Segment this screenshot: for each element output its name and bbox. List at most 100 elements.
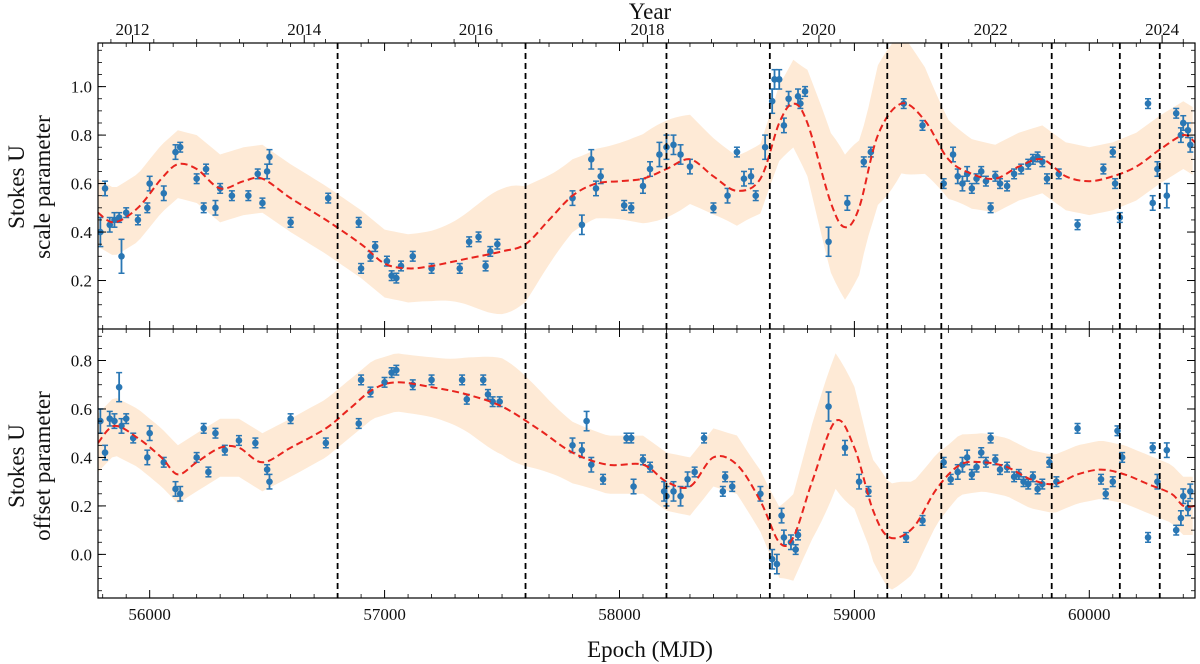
data-point xyxy=(202,165,210,173)
data-point xyxy=(101,185,109,192)
data-point xyxy=(489,398,496,406)
data-point xyxy=(101,449,109,456)
data-point xyxy=(860,158,868,166)
y-tick-label: 0.8 xyxy=(71,126,92,145)
y-tick-label: 0.6 xyxy=(71,175,92,194)
data-point xyxy=(357,376,365,384)
data-point xyxy=(324,194,332,202)
data-point xyxy=(583,417,590,425)
x-tick-label: 56000 xyxy=(128,605,171,624)
data-point xyxy=(193,175,200,183)
data-point xyxy=(287,415,294,422)
data-point xyxy=(205,468,212,476)
data-point xyxy=(1184,126,1192,134)
data-point xyxy=(670,488,677,495)
bottom-panel-ylabel-line1: Stokes U xyxy=(4,424,29,508)
data-point xyxy=(482,262,489,270)
data-point xyxy=(1097,475,1105,483)
data-point xyxy=(212,429,219,437)
data-point xyxy=(639,456,647,464)
data-point xyxy=(118,252,125,260)
year-tick-label: 2012 xyxy=(116,20,150,39)
data-point xyxy=(792,546,799,553)
data-point xyxy=(1163,192,1171,199)
data-point xyxy=(578,446,586,454)
x-axis-title: Epoch (MJD) xyxy=(587,637,713,662)
data-point xyxy=(684,475,691,483)
data-point xyxy=(627,434,635,442)
data-point xyxy=(1163,446,1171,454)
data-point xyxy=(919,122,926,129)
data-point xyxy=(825,238,832,246)
data-point xyxy=(1010,170,1018,178)
data-point xyxy=(780,122,788,129)
data-point xyxy=(146,180,153,187)
data-point xyxy=(111,417,118,425)
data-point xyxy=(592,185,600,192)
data-point xyxy=(212,204,219,212)
data-point xyxy=(1114,427,1121,435)
data-point xyxy=(1144,534,1152,541)
data-point xyxy=(496,398,503,406)
data-point xyxy=(728,483,736,490)
data-point xyxy=(1024,480,1032,488)
data-point xyxy=(599,475,607,483)
uncertainty-band xyxy=(98,353,1193,590)
data-point xyxy=(1034,485,1041,493)
data-point xyxy=(785,95,792,103)
model-curve xyxy=(98,102,1195,270)
data-point xyxy=(855,478,863,485)
data-point xyxy=(963,454,971,461)
data-point xyxy=(977,168,985,175)
data-point xyxy=(176,143,184,151)
data-point xyxy=(252,439,259,447)
data-point xyxy=(996,180,1004,187)
data-point xyxy=(768,97,776,105)
year-tick-label: 2016 xyxy=(459,20,493,39)
data-point xyxy=(954,468,962,476)
data-point xyxy=(1187,141,1194,149)
data-point xyxy=(987,434,994,442)
data-point xyxy=(259,199,266,207)
data-point xyxy=(1177,514,1185,522)
data-point xyxy=(193,454,200,461)
data-point xyxy=(144,454,151,461)
panel-0-plot-area xyxy=(98,43,1195,315)
data-point xyxy=(263,168,271,175)
data-point xyxy=(733,148,741,156)
y-tick-label: 0.2 xyxy=(71,497,92,516)
x-tick-label: 57000 xyxy=(363,605,406,624)
y-tick-label: 0.8 xyxy=(71,352,92,371)
data-point xyxy=(740,175,748,183)
data-point xyxy=(639,182,647,190)
data-point xyxy=(992,456,999,464)
data-point xyxy=(428,376,435,384)
data-point xyxy=(266,478,273,485)
data-point xyxy=(1172,109,1180,117)
data-point xyxy=(160,458,168,466)
data-point xyxy=(172,485,179,493)
data-point xyxy=(919,517,926,524)
data-point xyxy=(393,274,400,282)
data-point xyxy=(355,219,363,226)
data-point xyxy=(266,153,273,161)
data-point xyxy=(254,170,262,178)
data-point xyxy=(115,383,123,391)
data-point xyxy=(1144,100,1152,107)
data-point xyxy=(569,442,576,449)
data-point xyxy=(1003,182,1011,190)
uncertainty-band xyxy=(98,43,1193,315)
data-point xyxy=(977,449,985,456)
data-point xyxy=(475,233,482,241)
data-point xyxy=(200,204,208,212)
data-point xyxy=(947,475,955,483)
data-point xyxy=(1187,488,1194,495)
top-panel-layer xyxy=(98,43,1195,315)
data-point xyxy=(1102,490,1110,498)
data-point xyxy=(724,192,731,199)
data-point xyxy=(122,209,130,216)
data-point xyxy=(465,238,473,246)
data-point xyxy=(841,444,849,452)
data-point xyxy=(1149,199,1157,207)
data-point xyxy=(1109,148,1117,156)
